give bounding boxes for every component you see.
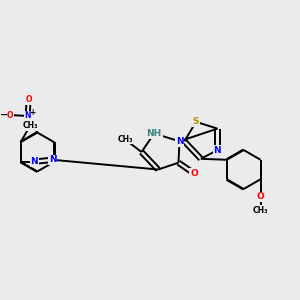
Text: CH₃: CH₃ [253, 206, 268, 215]
Text: O: O [190, 169, 198, 178]
Text: CH₃: CH₃ [22, 121, 38, 130]
Text: O: O [26, 95, 32, 104]
Text: N: N [176, 137, 183, 146]
Text: O: O [7, 110, 14, 119]
Text: O: O [257, 192, 264, 201]
Text: −: − [0, 110, 8, 120]
Text: CH₃: CH₃ [117, 135, 133, 144]
Text: N: N [24, 112, 31, 121]
Text: +: + [29, 109, 36, 118]
Text: S: S [193, 117, 199, 126]
Text: NH: NH [146, 129, 162, 138]
Text: N: N [49, 155, 56, 164]
Text: N: N [30, 157, 38, 166]
Text: N: N [214, 146, 221, 154]
